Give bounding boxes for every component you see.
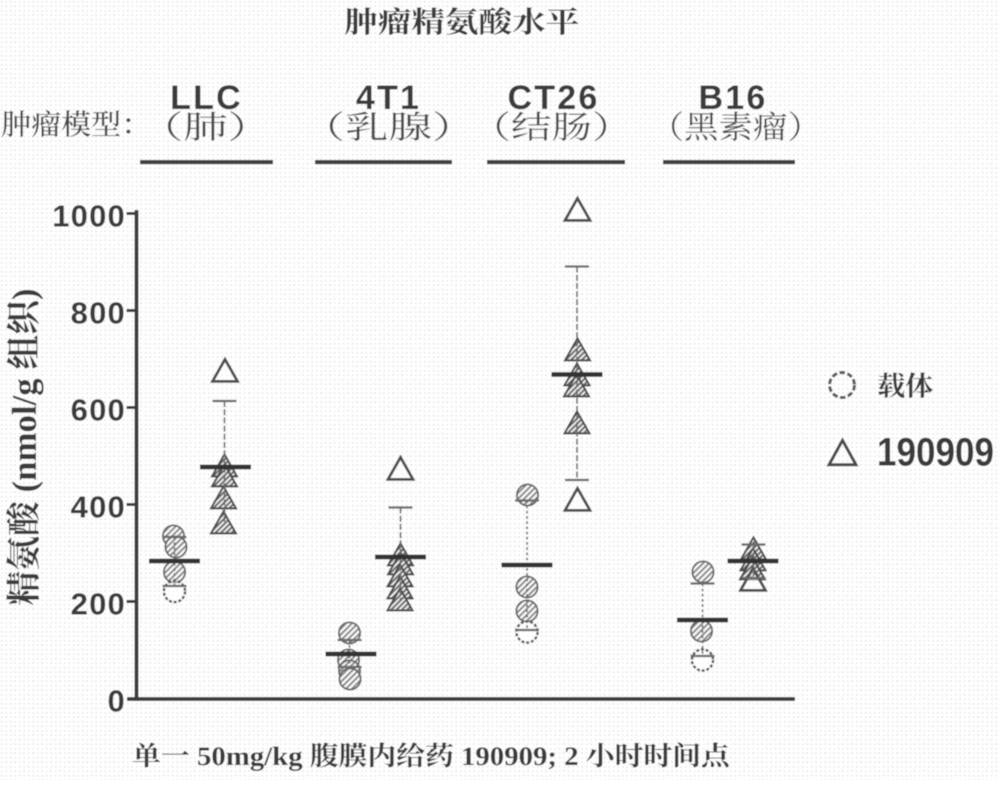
svg-text:0: 0	[108, 684, 126, 719]
svg-text:4T1: 4T1	[356, 79, 421, 117]
svg-text:B16: B16	[699, 79, 768, 117]
svg-text:LLC: LLC	[170, 79, 243, 117]
svg-text:200: 200	[71, 587, 126, 622]
svg-text:190909: 190909	[877, 431, 994, 475]
svg-text:1000: 1000	[52, 199, 126, 234]
svg-text:CT26: CT26	[508, 79, 600, 117]
svg-text:800: 800	[71, 296, 126, 331]
svg-text:400: 400	[71, 490, 126, 525]
svg-text:600: 600	[71, 393, 126, 428]
